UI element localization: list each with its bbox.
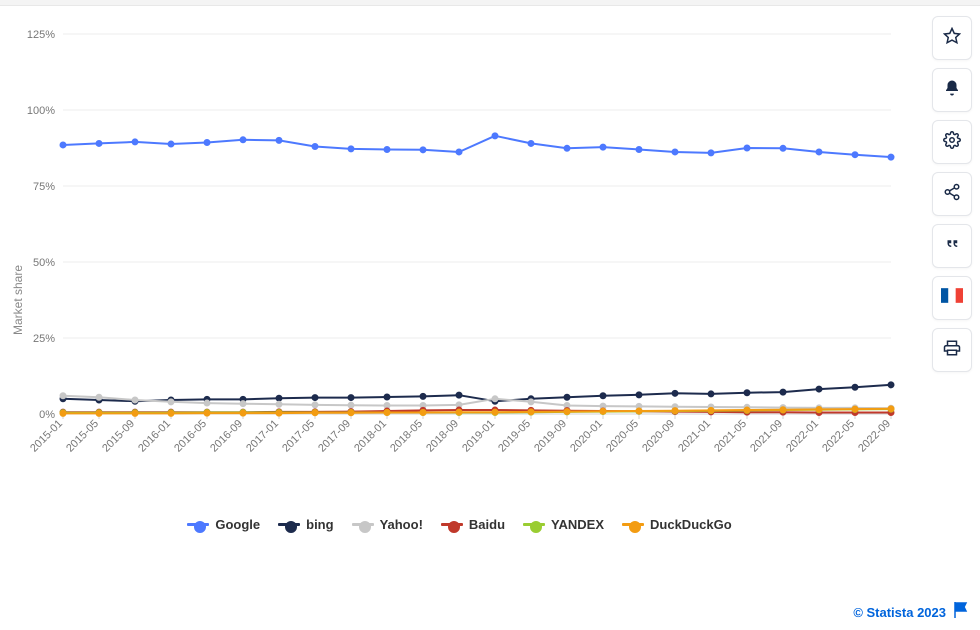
legend-label: YANDEX — [551, 517, 604, 532]
x-tick-label: 2020-09 — [640, 418, 677, 455]
share-icon — [943, 183, 961, 206]
x-tick-label: 2021-09 — [748, 418, 785, 455]
svg-text:125%: 125% — [27, 29, 55, 41]
x-tick-label: 2022-05 — [820, 418, 857, 455]
quote-button[interactable] — [932, 224, 972, 268]
series-line-bing — [63, 385, 891, 401]
x-tick-label: 2019-01 — [460, 418, 497, 455]
legend-item-yandex[interactable]: YANDEX — [523, 517, 604, 532]
svg-text:25%: 25% — [33, 333, 55, 345]
gear-button[interactable] — [932, 120, 972, 164]
x-tick-label: 2018-05 — [388, 418, 425, 455]
legend-swatch — [187, 523, 209, 526]
legend-swatch — [523, 523, 545, 526]
side-toolbar — [924, 6, 980, 594]
report-icon[interactable] — [954, 602, 968, 623]
x-tick-label: 2017-05 — [280, 418, 317, 455]
x-tick-label: 2018-09 — [424, 418, 461, 455]
x-tick-label: 2021-05 — [712, 418, 749, 455]
legend-item-yahoo![interactable]: Yahoo! — [352, 517, 423, 532]
flag-fr-icon — [941, 288, 963, 308]
legend-item-google[interactable]: Google — [187, 517, 260, 532]
legend-swatch — [441, 523, 463, 526]
x-tick-label: 2020-05 — [604, 418, 641, 455]
x-tick-label: 2019-09 — [532, 418, 569, 455]
star-icon — [943, 27, 961, 50]
svg-text:0%: 0% — [39, 409, 55, 421]
x-tick-label: 2022-01 — [784, 418, 821, 455]
legend-swatch — [278, 523, 300, 526]
legend-item-bing[interactable]: bing — [278, 517, 333, 532]
share-button[interactable] — [932, 172, 972, 216]
x-tick-label: 2016-09 — [208, 418, 245, 455]
print-button[interactable] — [932, 328, 972, 372]
credit-text[interactable]: © Statista 2023 — [853, 605, 946, 620]
x-tick-label: 2021-01 — [676, 418, 713, 455]
quote-icon — [943, 235, 961, 258]
chart-zone: Market share 0%25%50%75%100%125%2015-012… — [0, 6, 924, 594]
main-area: Market share 0%25%50%75%100%125%2015-012… — [0, 6, 980, 594]
legend-swatch — [352, 523, 374, 526]
line-chart: 0% 25% 50% 75% 100% 125% 2015-012015-052015-09… — [5, 16, 905, 506]
legend-label: Baidu — [469, 517, 505, 532]
legend-swatch — [622, 523, 644, 526]
bell-button[interactable] — [932, 68, 972, 112]
svg-text:75%: 75% — [33, 181, 55, 193]
series-line-google — [63, 136, 891, 157]
x-tick-label: 2020-01 — [568, 418, 605, 455]
legend-label: Yahoo! — [380, 517, 423, 532]
legend-label: DuckDuckGo — [650, 517, 732, 532]
legend-label: bing — [306, 517, 333, 532]
x-tick-label: 2016-05 — [172, 418, 209, 455]
x-tick-label: 2015-09 — [100, 418, 137, 455]
x-tick-label: 2018-01 — [352, 418, 389, 455]
x-tick-label: 2019-05 — [496, 418, 533, 455]
star-button[interactable] — [932, 16, 972, 60]
print-icon — [943, 339, 961, 362]
y-axis-label: Market share — [11, 265, 25, 335]
legend-item-duckduckgo[interactable]: DuckDuckGo — [622, 517, 732, 532]
x-tick-label: 2015-05 — [64, 418, 101, 455]
svg-text:50%: 50% — [33, 257, 55, 269]
bell-icon — [943, 79, 961, 102]
legend-label: Google — [215, 517, 260, 532]
gear-icon — [943, 131, 961, 154]
flag-fr-button[interactable] — [932, 276, 972, 320]
legend: Google bing Yahoo! Baidu YANDEX DuckDuckGo — [5, 517, 914, 538]
x-tick-label: 2017-01 — [244, 418, 281, 455]
legend-item-baidu[interactable]: Baidu — [441, 517, 505, 532]
footer: © Statista 2023 — [0, 594, 980, 630]
svg-text:100%: 100% — [27, 105, 55, 117]
x-tick-label: 2022-09 — [856, 418, 893, 455]
x-tick-label: 2016-01 — [136, 418, 173, 455]
x-tick-label: 2015-01 — [28, 418, 65, 455]
x-tick-label: 2017-09 — [316, 418, 353, 455]
